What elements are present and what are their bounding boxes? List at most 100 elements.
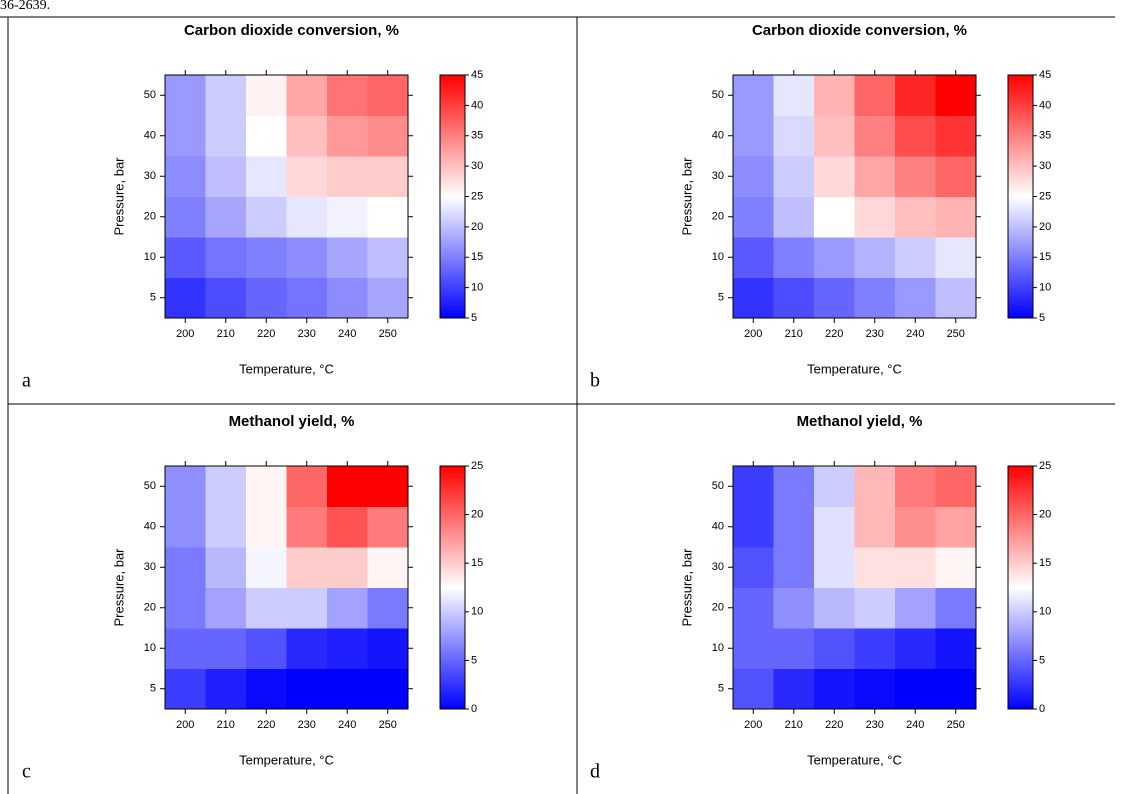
heat-cell (895, 196, 936, 238)
heat-cell (935, 277, 977, 319)
heat-cell (286, 237, 328, 278)
y-tick-label: 10 (712, 251, 724, 263)
x-tick-label: 210 (217, 328, 235, 340)
y-tick-label: 40 (712, 130, 724, 142)
heat-cell (935, 628, 977, 669)
x-tick-label: 220 (257, 719, 275, 731)
x-axis-label: Temperature, °C (807, 752, 902, 767)
colorbar-tick-label: 25 (1039, 190, 1051, 202)
heat-cell (814, 75, 855, 116)
chart-title: Methanol yield, % (229, 413, 355, 430)
heat-cell (814, 668, 855, 710)
heat-cell (773, 506, 815, 548)
colorbar-tick-label: 5 (1039, 654, 1045, 666)
heat-cell (895, 277, 936, 319)
heat-cell (327, 237, 368, 278)
heat-cell (327, 668, 368, 710)
heat-cell (205, 587, 247, 629)
heat-cell (773, 668, 815, 710)
plot-frame (732, 74, 977, 319)
page-fragment: 36-2639. (0, 0, 50, 13)
x-tick-label: 230 (866, 328, 884, 340)
heat-cell (165, 237, 206, 278)
colorbar-tick-label: 30 (471, 160, 483, 172)
x-tick-label: 250 (947, 328, 965, 340)
x-tick-label: 220 (825, 328, 843, 340)
heat-cell (773, 547, 815, 588)
heat-cell (205, 237, 247, 278)
y-tick-label: 50 (144, 480, 156, 492)
heat-cell (246, 115, 287, 157)
y-axis-label: Pressure, bar (111, 548, 126, 627)
colorbar-tick-label: 25 (1039, 460, 1051, 472)
heat-cell (773, 196, 815, 238)
heat-cell (327, 196, 368, 238)
heat-cell (935, 75, 977, 116)
heat-cell (286, 196, 328, 238)
heat-cell (895, 75, 936, 116)
heat-cell (246, 587, 287, 629)
heat-cell (773, 75, 815, 116)
colorbar-tick-label: 15 (1039, 251, 1051, 263)
chart-title: Methanol yield, % (797, 413, 923, 430)
heat-cell (733, 156, 774, 197)
colorbar (1007, 465, 1034, 710)
x-tick-label: 250 (947, 719, 965, 731)
plot-frame (732, 465, 977, 710)
heat-cell (733, 506, 774, 548)
heat-cell (165, 75, 206, 116)
heat-cell (367, 196, 409, 238)
heat-cell (205, 506, 247, 548)
heat-cell (733, 115, 774, 157)
heat-cell (327, 628, 368, 669)
heat-cell (246, 628, 287, 669)
heat-cell (814, 237, 855, 278)
heat-cell (895, 115, 936, 157)
heat-cell (286, 506, 328, 548)
y-tick-label: 40 (144, 130, 156, 142)
heat-cell (895, 668, 936, 710)
heat-cell (895, 466, 936, 507)
panel-label: a (22, 370, 31, 392)
x-tick-label: 250 (379, 719, 397, 731)
colorbar-tick-label: 10 (1039, 606, 1051, 618)
heat-cell (165, 156, 206, 197)
colorbar (439, 465, 466, 710)
x-tick-label: 200 (176, 328, 194, 340)
colorbar-tick-label: 35 (1039, 130, 1051, 142)
heat-cell (286, 156, 328, 197)
heat-cell (814, 466, 855, 507)
heat-cell (367, 466, 409, 507)
heat-cell (205, 668, 247, 710)
x-tick-label: 210 (217, 719, 235, 731)
y-tick-label: 10 (144, 642, 156, 654)
y-tick-label: 50 (712, 480, 724, 492)
y-tick-label: 30 (144, 170, 156, 182)
y-tick-label: 50 (712, 89, 724, 101)
heat-cell (814, 506, 855, 548)
heat-cell (895, 628, 936, 669)
heat-cell (165, 587, 206, 629)
heat-cell (367, 587, 409, 629)
heat-cell (854, 628, 896, 669)
heat-cell (854, 668, 896, 710)
heat-cell (205, 628, 247, 669)
x-tick-label: 250 (379, 328, 397, 340)
heat-cell (814, 156, 855, 197)
heat-cell (286, 628, 328, 669)
heat-cell (246, 156, 287, 197)
x-axis-label: Temperature, °C (807, 361, 902, 376)
y-axis-label: Pressure, bar (679, 548, 694, 627)
colorbar-tick-label: 40 (1039, 99, 1051, 111)
panel-label: c (22, 761, 31, 783)
x-tick-label: 210 (785, 719, 803, 731)
heat-cell (814, 115, 855, 157)
y-axis-label: Pressure, bar (111, 157, 126, 236)
heat-cell (854, 75, 896, 116)
heat-cell (854, 547, 896, 588)
y-tick-label: 20 (144, 211, 156, 223)
heat-cell (935, 587, 977, 629)
heat-cell (205, 466, 247, 507)
heat-cell (733, 466, 774, 507)
heat-cell (367, 628, 409, 669)
